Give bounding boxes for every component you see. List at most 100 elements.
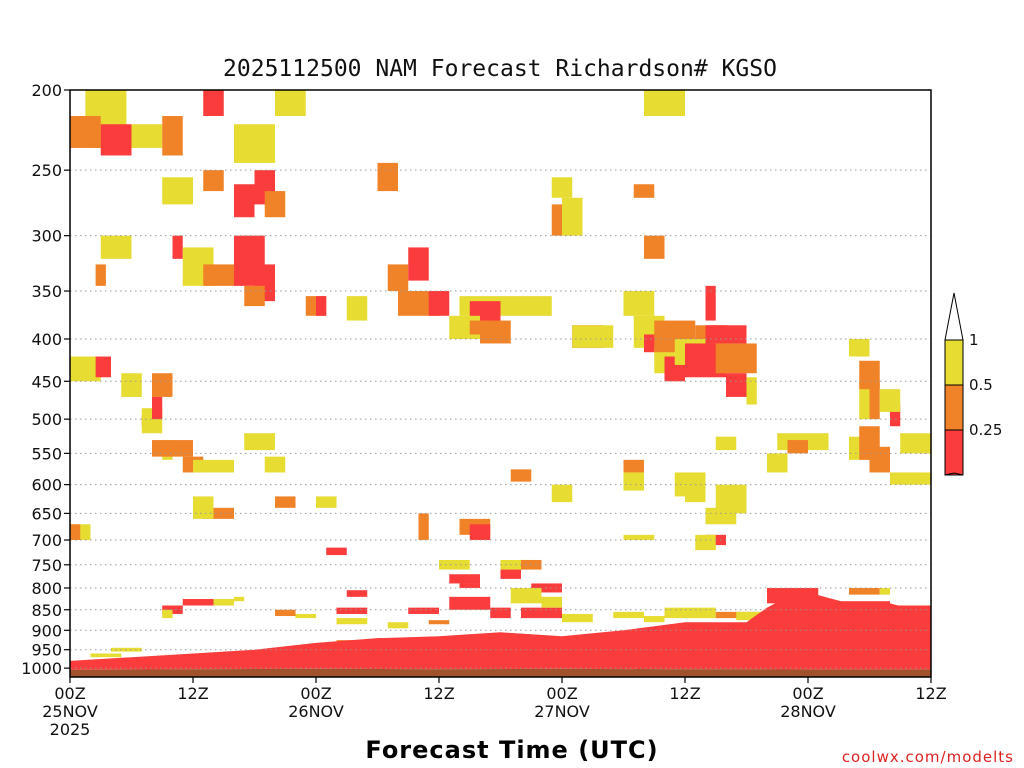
y-tick-label: 750 [31, 556, 62, 575]
ri-cell [900, 433, 931, 454]
ri-cell [100, 124, 132, 156]
x-tick-label: 00Z [54, 684, 85, 703]
y-tick-label: 300 [31, 227, 62, 246]
ri-cell [859, 381, 870, 420]
ri-cell [234, 124, 275, 163]
ri-cell [695, 534, 716, 551]
ri-cell [746, 377, 757, 405]
x-tick-label: 2025 [50, 720, 91, 739]
ri-cell [336, 618, 368, 625]
y-tick-label: 400 [31, 330, 62, 349]
chart-title: 2025112500 NAM Forecast Richardson# KGSO [223, 56, 777, 82]
ri-cell [469, 320, 491, 335]
y-tick-label: 250 [31, 161, 62, 180]
ri-cell [767, 453, 788, 473]
ri-cell [264, 191, 286, 218]
ri-cell [152, 396, 163, 420]
ri-cell [849, 587, 880, 595]
ri-cell [623, 534, 655, 541]
ri-cell [715, 343, 757, 374]
ri-cell [879, 587, 890, 595]
ri-cell [562, 613, 593, 623]
ri-cell [787, 440, 808, 454]
x-tick-label: 00Z [546, 684, 577, 703]
ri-cell [95, 264, 106, 286]
ri-cell [449, 596, 491, 610]
x-tick-label: 28NOV [780, 702, 836, 721]
y-tick-label: 600 [31, 476, 62, 495]
ri-cell [521, 296, 552, 316]
ri-cell [644, 616, 665, 623]
ri-cell [346, 590, 368, 597]
ri-cell [316, 296, 327, 316]
ri-cell [193, 496, 214, 519]
ri-cell [377, 162, 398, 192]
ri-cell [203, 90, 224, 116]
ri-cell [459, 583, 480, 588]
y-tick-label: 550 [31, 444, 62, 463]
x-tick-label: 12Z [669, 684, 700, 703]
ri-cell [490, 607, 511, 619]
ri-cell [336, 607, 368, 614]
ri-cell [172, 235, 183, 259]
ri-cell [203, 507, 234, 519]
ri-cell [162, 605, 183, 614]
ri-cell [234, 596, 245, 602]
ri-cell [705, 325, 747, 344]
colorbar-label: 0.25 [969, 421, 1002, 439]
ri-cell [623, 291, 655, 316]
ri-cell [408, 247, 429, 281]
ri-cell [644, 235, 665, 259]
ri-cell [162, 609, 173, 619]
ri-cell [70, 524, 81, 541]
ri-cell [428, 620, 450, 625]
y-tick-label: 850 [31, 601, 62, 620]
ri-cell [469, 524, 491, 541]
ri-cell [500, 569, 521, 579]
boundary-layer-band [70, 592, 931, 670]
ri-cell [428, 291, 450, 316]
y-tick-label: 350 [31, 282, 62, 301]
ri-cell [551, 484, 573, 503]
ri-cell [90, 653, 122, 658]
y-tick-label: 1000 [21, 659, 62, 678]
colorbar-bin [944, 339, 964, 386]
colorbar-bin [944, 384, 964, 431]
ri-cell [95, 356, 111, 378]
gridlines [70, 169, 931, 669]
ri-cell [244, 433, 275, 451]
ri-cell [439, 559, 470, 570]
ground-layer [70, 668, 931, 677]
x-tick-label: 00Z [300, 684, 331, 703]
ri-cell [182, 599, 214, 606]
ri-cell [623, 472, 644, 491]
ri-cell [100, 235, 132, 259]
y-tick-label: 800 [31, 579, 62, 598]
x-tick-label: 12Z [915, 684, 946, 703]
x-tick-label: 12Z [423, 684, 454, 703]
ri-cell [531, 583, 562, 593]
ri-cell [521, 607, 562, 619]
x-tick-label: 12Z [177, 684, 208, 703]
ri-cell [70, 115, 101, 148]
ri-cell [664, 607, 716, 619]
ri-cell [203, 170, 224, 192]
ri-cell [152, 440, 193, 457]
ri-cell [234, 184, 255, 218]
colorbar-label: 0.5 [969, 376, 993, 394]
ri-cell [244, 285, 265, 307]
ri-cell [685, 484, 706, 503]
ri-cell [121, 373, 142, 397]
colorbar-bin [944, 429, 964, 476]
colorbar-top-arrow [944, 292, 964, 341]
colorbar-bottom-arrow [944, 472, 964, 476]
ri-cell [326, 547, 347, 556]
y-axis: 200 250 300 350 400 450 500 550 600 650 700 750 800 8… [21, 81, 70, 678]
ri-cell [849, 338, 870, 357]
ri-cell [541, 596, 562, 608]
ri-cell [736, 611, 767, 621]
ri-cell [900, 472, 921, 485]
ri-cell [346, 296, 368, 321]
